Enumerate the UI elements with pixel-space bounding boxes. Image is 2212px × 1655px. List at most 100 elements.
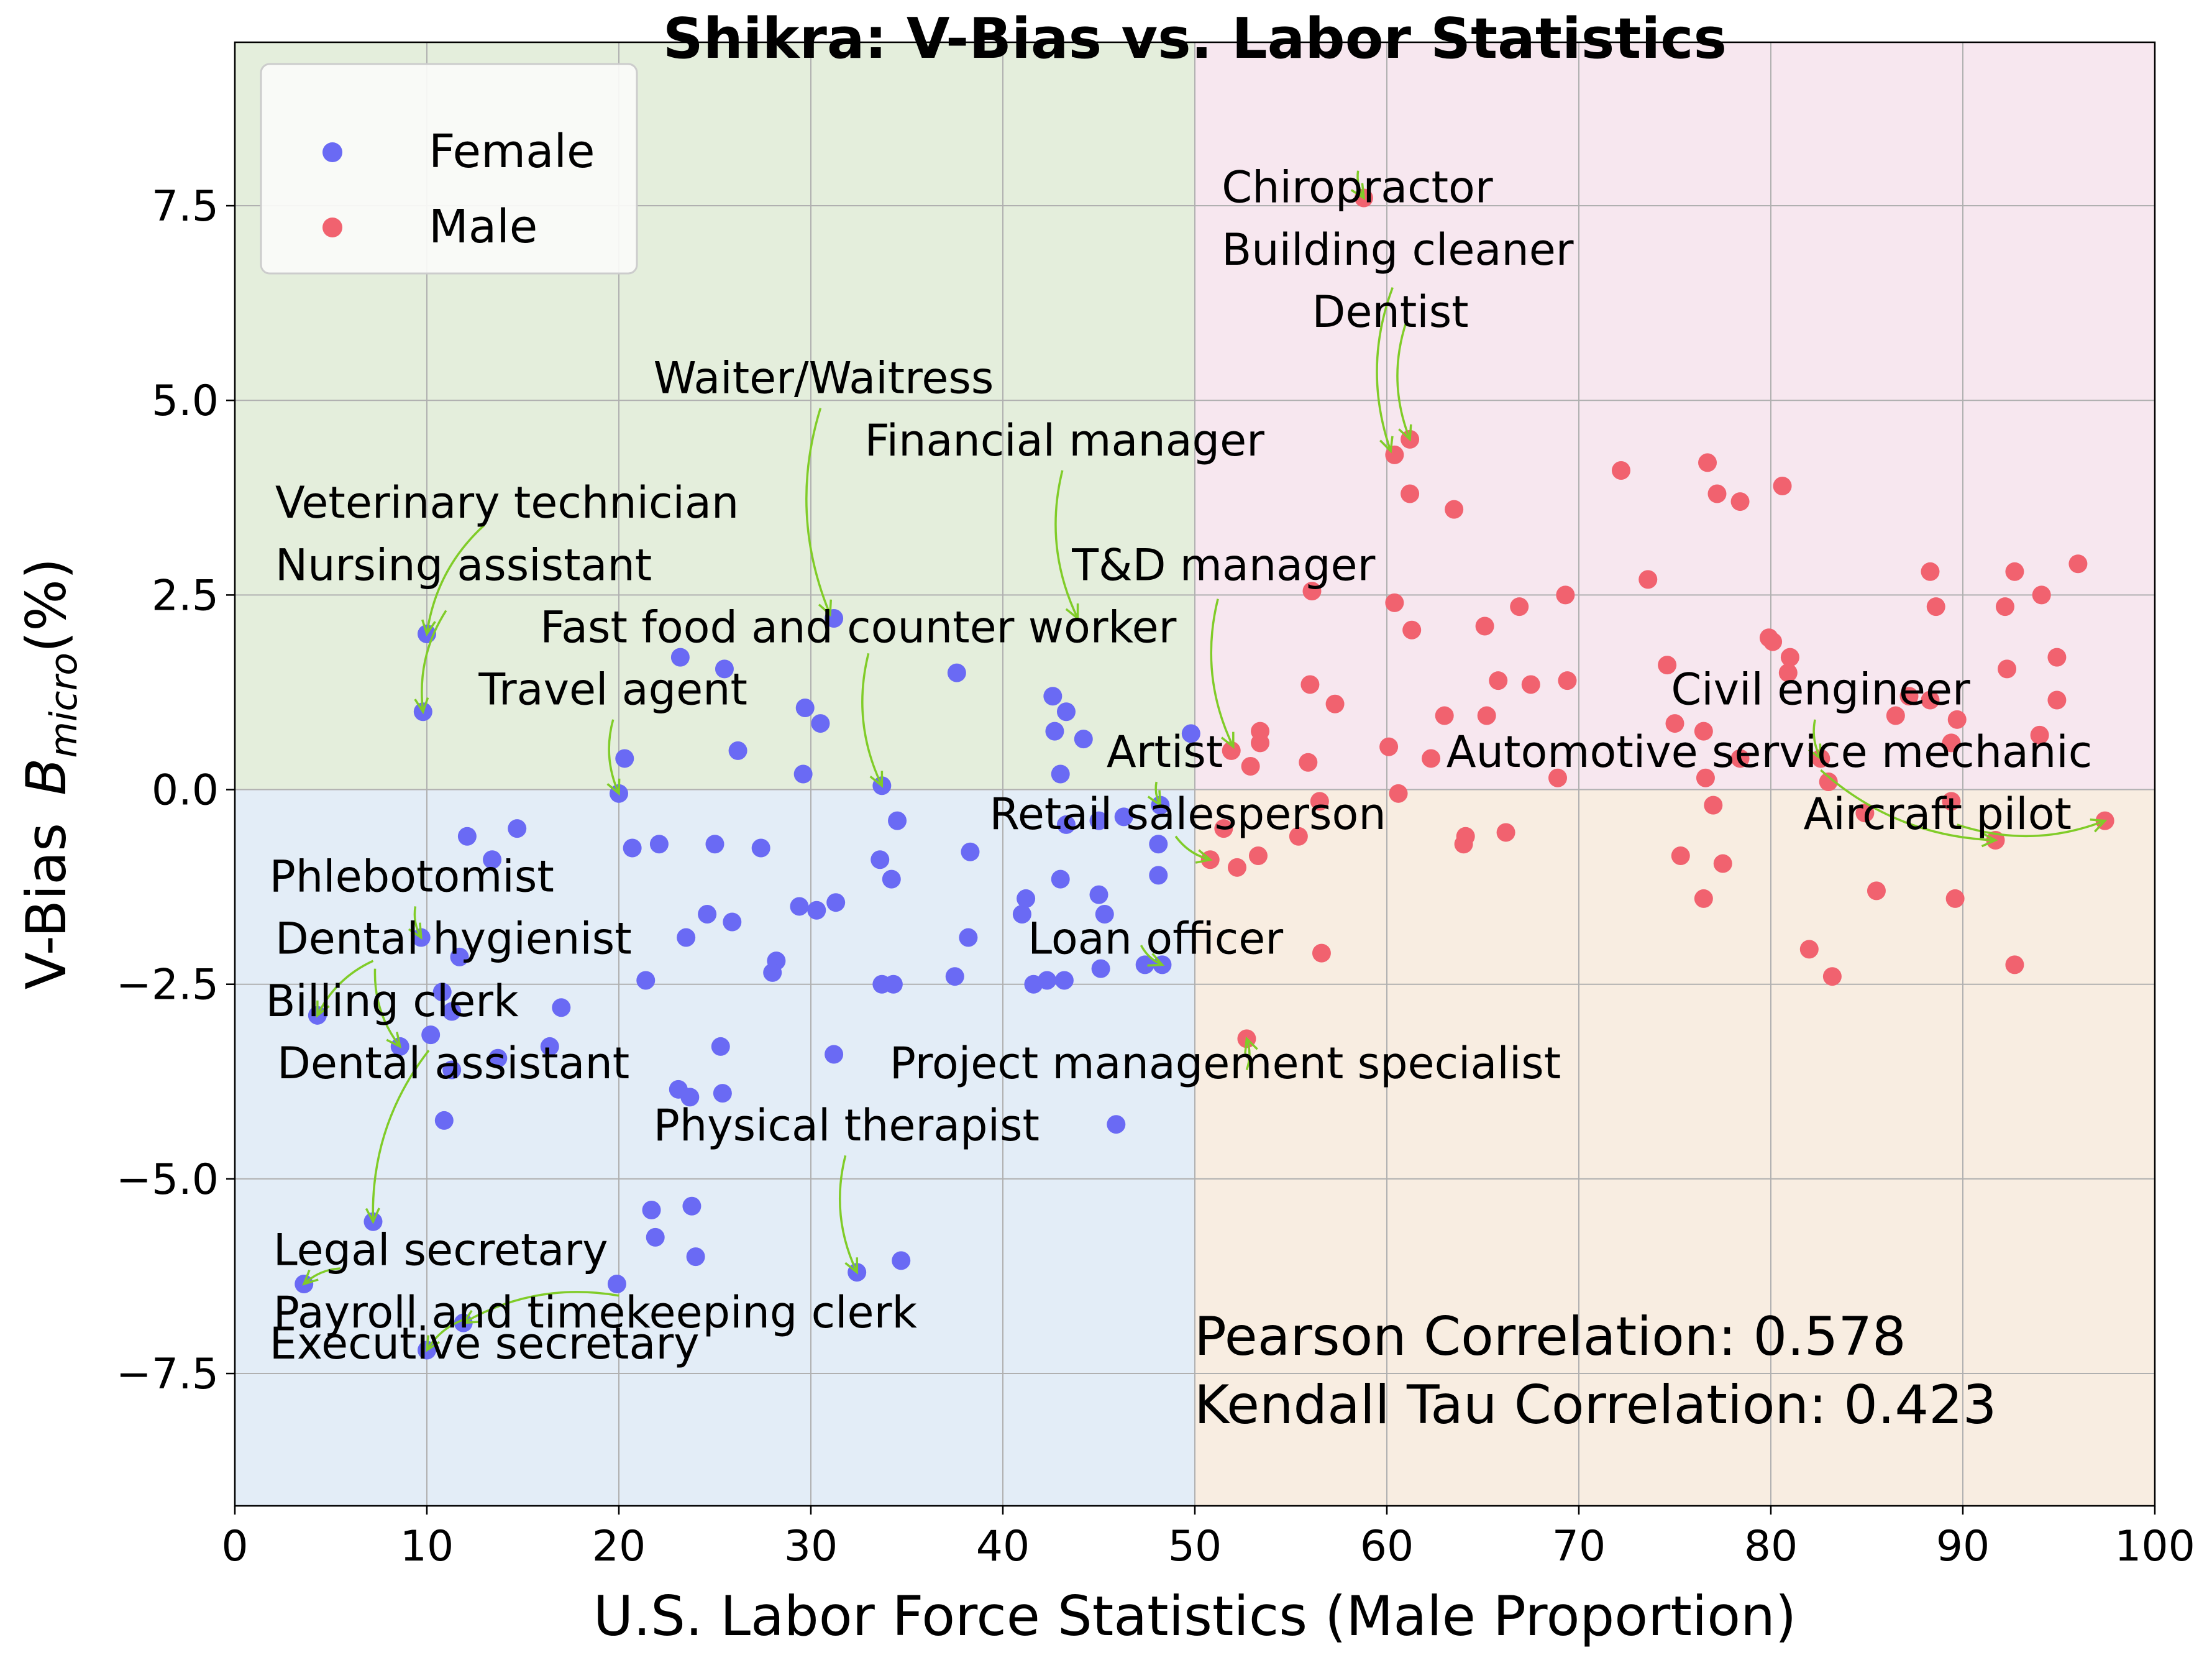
female-point (450, 947, 469, 966)
female-point (1135, 955, 1154, 974)
legend-marker-female (322, 142, 342, 162)
male-point (1945, 889, 1965, 908)
male-point (1251, 733, 1270, 753)
male-point (1730, 749, 1750, 768)
male-point (1998, 659, 2017, 679)
annotation-arrow (1376, 287, 1394, 452)
male-point (1665, 714, 1684, 733)
annotation-arrowhead (461, 1309, 478, 1324)
annotation-arrow (373, 968, 401, 1047)
annotation-arrow (1174, 835, 1211, 861)
annotation-label: Financial manager (865, 415, 1265, 466)
male-point (2068, 554, 2088, 574)
annotation-arrow (805, 408, 831, 615)
annotation-arrow (861, 653, 883, 787)
annotation-arrow (316, 960, 374, 1016)
y-tick-label: 2.5 (152, 571, 219, 620)
male-point (1389, 784, 1408, 803)
annotation-arrowhead (869, 771, 884, 788)
chart-title: Shikra: V-Bias vs. Labor Statistics (663, 6, 1727, 71)
annotation-arrow (372, 1050, 430, 1222)
annotation-arrowhead (1147, 790, 1162, 808)
female-point (825, 1045, 844, 1064)
male-point (1325, 694, 1345, 713)
male-point (1475, 617, 1494, 636)
female-point (1089, 885, 1108, 904)
female-point (670, 648, 690, 667)
x-tick-label: 10 (400, 1522, 454, 1571)
x-axis-ticks: 0 10 20 30 40 50 60 70 80 90 100 (221, 1506, 2195, 1571)
x-tick-label: 60 (1360, 1522, 1414, 1571)
male-point (1942, 733, 1961, 753)
female-point (888, 811, 907, 830)
annotation-label: Artist (1107, 727, 1223, 777)
female-point (723, 912, 742, 932)
female-point (892, 1251, 911, 1270)
male-point (1558, 671, 1577, 690)
female-point (793, 764, 813, 784)
annotation-arrowhead (1808, 743, 1822, 761)
quadrant-backgrounds (235, 42, 2155, 1506)
male-point (1778, 663, 1798, 682)
annotation-label: Legal secretary (273, 1225, 608, 1276)
y-axis-label-main: V-Bias (14, 823, 78, 989)
female-point (682, 1196, 702, 1216)
male-point (1780, 648, 1799, 667)
annotation-arrowhead (1981, 832, 1998, 848)
female-point (421, 1025, 441, 1045)
female-point (649, 835, 669, 854)
female-point (636, 971, 656, 990)
annotation-label: Automotive service mechanic (1446, 727, 2092, 777)
female-point (680, 1088, 700, 1107)
female-point (705, 835, 724, 854)
female-point (432, 983, 452, 1002)
annotation-arrow (1245, 1038, 1251, 1071)
male-point (1435, 706, 1454, 725)
x-tick-label: 20 (592, 1522, 646, 1571)
annotation-label: Loan officer (1028, 914, 1283, 965)
female-point (1056, 815, 1076, 834)
annotation-label: T&D manager (1071, 539, 1375, 590)
annotation-label: Dentist (1312, 287, 1468, 337)
pearson-correlation: Pearson Correlation: 0.578 (1194, 1306, 1906, 1368)
annotation-arrowhead (316, 1000, 330, 1018)
female-point (698, 904, 717, 924)
female-point (686, 1247, 705, 1267)
annotation-arrowhead (1147, 953, 1165, 967)
annotation-arrow (608, 719, 620, 794)
male-point (1947, 710, 1967, 729)
annotation-label: Executive secretary (270, 1318, 700, 1369)
male-point (1698, 453, 1717, 472)
y-tick-label: 5.0 (152, 377, 219, 426)
annotation-arrow (421, 610, 447, 712)
female-point (1089, 811, 1108, 830)
male-point (2047, 690, 2067, 710)
annotation-label: Building cleaner (1222, 224, 1574, 275)
legend-label-female: Female (429, 125, 595, 178)
female-point (1051, 869, 1070, 889)
male-point (2005, 955, 2024, 974)
quadrant-bottom-right (1195, 789, 2155, 1506)
male-point (1299, 753, 1318, 772)
male-point (1799, 940, 1819, 959)
female-point (1045, 722, 1064, 741)
annotation-label: Billing clerk (265, 976, 519, 1027)
female-point (508, 819, 527, 838)
female-point (884, 974, 903, 994)
annotation-label: Nursing assistant (275, 539, 652, 590)
y-axis-label-unit: (%) (14, 558, 78, 653)
annotation-label: Civil engineer (1671, 664, 1970, 715)
annotation-arrow (426, 524, 485, 635)
kendall-correlation: Kendall Tau Correlation: 0.423 (1194, 1374, 1997, 1436)
male-point (1707, 484, 1727, 503)
annotation-arrowhead (414, 697, 429, 715)
annotation-arrowhead (1379, 436, 1394, 454)
male-point (1921, 690, 1940, 710)
annotation-arrow (1820, 769, 1996, 841)
male-point (2032, 585, 2051, 605)
male-point (1855, 804, 1875, 823)
male-point (1379, 737, 1399, 756)
female-point (1012, 904, 1031, 924)
annotation-arrow (1396, 322, 1411, 440)
annotation-arrow (462, 1291, 619, 1324)
